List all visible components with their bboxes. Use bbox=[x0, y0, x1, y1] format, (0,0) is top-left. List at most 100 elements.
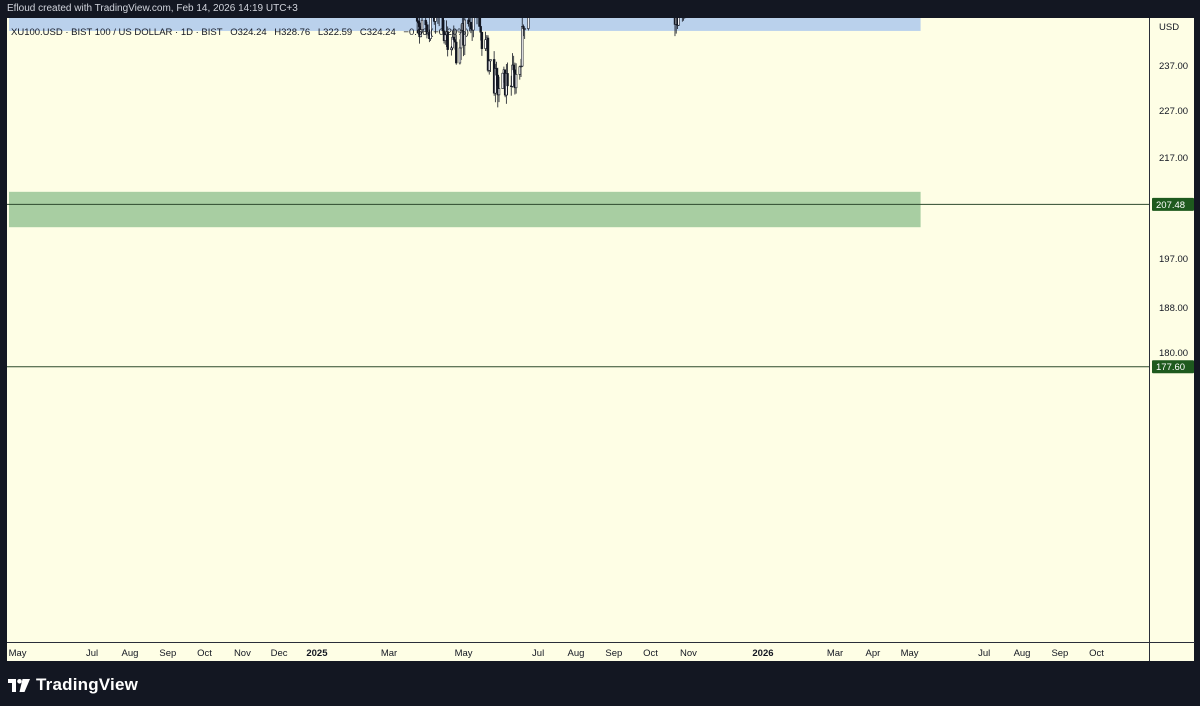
x-tick-label-15: Nov bbox=[680, 648, 697, 659]
support-zone-2 bbox=[9, 191, 921, 228]
candle bbox=[476, 18, 478, 25]
symbol-legend: XU100.USD · BIST 100 / US DOLLAR · 1D · … bbox=[11, 27, 474, 38]
x-tick-label-20: Jul bbox=[978, 648, 990, 659]
candle bbox=[437, 18, 439, 24]
x-tick-label-4: Sep bbox=[159, 648, 176, 659]
x-tick-label-8: 2025 bbox=[306, 648, 328, 659]
candle bbox=[429, 18, 432, 41]
level-label-6: 207.48 bbox=[1156, 200, 1185, 211]
candle bbox=[506, 62, 509, 96]
price-axis[interactable]: 520.00480.00440.00420.00400.00360.00340.… bbox=[1149, 18, 1195, 642]
candle-body bbox=[527, 18, 530, 29]
candle-body bbox=[518, 66, 521, 75]
footer-bar: TradingView bbox=[0, 661, 1200, 706]
candle-body bbox=[512, 64, 515, 71]
chart-pane[interactable]: Actual Gap bbox=[7, 18, 1149, 642]
legend-high: H328.76 bbox=[274, 27, 311, 38]
x-tick-label-3: Aug bbox=[122, 648, 139, 659]
legend-symbol: XU100.USD · BIST 100 / US DOLLAR · 1D · … bbox=[11, 27, 223, 38]
brand-logo[interactable]: TradingView bbox=[8, 675, 138, 695]
x-tick-label-2: Jul bbox=[86, 648, 98, 659]
x-tick-label-17: Mar bbox=[827, 648, 843, 659]
candle bbox=[497, 76, 501, 103]
level-label-bg-6 bbox=[1152, 197, 1194, 211]
x-tick-label-14: Oct bbox=[643, 648, 658, 659]
y-tick-label-14: 227.00 bbox=[1159, 106, 1188, 117]
candle bbox=[523, 27, 526, 39]
candle bbox=[527, 18, 530, 31]
axis-corner bbox=[1149, 642, 1195, 662]
candles-group bbox=[415, 18, 686, 108]
candle-body bbox=[433, 18, 436, 22]
candle-body bbox=[458, 47, 462, 64]
candle-body bbox=[420, 19, 424, 31]
candle bbox=[489, 59, 492, 73]
candle-body bbox=[488, 60, 491, 71]
candle bbox=[511, 53, 514, 88]
candle bbox=[438, 18, 440, 27]
candle bbox=[433, 18, 436, 25]
y-tick-label-12: 249.00 bbox=[1159, 18, 1188, 21]
candle-body bbox=[434, 18, 437, 22]
candle-body bbox=[446, 31, 449, 50]
candle-body bbox=[453, 39, 457, 43]
candle bbox=[419, 26, 423, 38]
candle bbox=[486, 35, 490, 73]
candle bbox=[488, 60, 491, 75]
x-tick-label-10: May bbox=[455, 648, 473, 659]
legend-open: O324.24 bbox=[230, 27, 267, 38]
candle bbox=[420, 18, 424, 33]
legend-low: L322.59 bbox=[317, 27, 353, 38]
candle-body bbox=[479, 26, 482, 33]
candle-body bbox=[451, 36, 454, 49]
candle-body bbox=[511, 64, 514, 87]
candle-body bbox=[514, 74, 518, 89]
candle-body bbox=[522, 26, 525, 29]
y-tick-label-15: 217.00 bbox=[1159, 153, 1188, 164]
level-label-bg-7 bbox=[1152, 360, 1194, 374]
candle bbox=[455, 34, 458, 65]
candle-body bbox=[419, 29, 423, 38]
currency-label: USD bbox=[1159, 22, 1179, 33]
brand-name: TradingView bbox=[36, 675, 139, 694]
candle-body bbox=[472, 18, 475, 31]
candle bbox=[459, 24, 463, 60]
candle-body bbox=[463, 19, 466, 46]
candle-body bbox=[677, 18, 680, 26]
candle-body bbox=[673, 18, 677, 25]
x-tick-label-12: Aug bbox=[568, 648, 585, 659]
candle bbox=[673, 18, 677, 37]
candle bbox=[478, 18, 481, 27]
x-tick-label-5: Oct bbox=[197, 648, 212, 659]
candle-body bbox=[489, 59, 492, 62]
header-caption: Efloud created with TradingView.com, Feb… bbox=[7, 3, 298, 14]
x-tick-label-6: Nov bbox=[234, 648, 251, 659]
candle-body bbox=[486, 37, 490, 71]
y-tick-label-18: 180.00 bbox=[1159, 348, 1188, 359]
time-axis[interactable]: May Jul Aug Sep Oct Nov Dec 2025 Mar May Jul Aug Sep… bbox=[7, 642, 1149, 662]
candle bbox=[446, 26, 449, 57]
candle-body bbox=[484, 39, 487, 49]
x-tick-label-13: Sep bbox=[605, 648, 622, 659]
x-tick-label-21: Aug bbox=[1014, 648, 1031, 659]
candle bbox=[518, 65, 521, 80]
candle bbox=[501, 72, 504, 90]
candle-body bbox=[497, 88, 501, 96]
candle-body bbox=[506, 73, 509, 87]
candle-body bbox=[478, 18, 481, 27]
candle bbox=[521, 18, 524, 67]
candle-body bbox=[521, 26, 524, 67]
candle bbox=[463, 18, 466, 56]
x-tick-label-9: Mar bbox=[381, 648, 397, 659]
candle-body bbox=[415, 18, 419, 22]
x-tick-label-19: May bbox=[901, 648, 919, 659]
candle-body bbox=[455, 41, 458, 64]
candle bbox=[677, 18, 680, 27]
candle-body bbox=[501, 72, 504, 89]
legend-change: −0.66 (−0.20%) bbox=[403, 27, 469, 38]
x-tick-label-22: Sep bbox=[1051, 648, 1068, 659]
candle-body bbox=[495, 68, 498, 76]
candle bbox=[451, 30, 454, 51]
x-tick-label-11: Jul bbox=[532, 648, 544, 659]
candle-body bbox=[424, 19, 427, 26]
